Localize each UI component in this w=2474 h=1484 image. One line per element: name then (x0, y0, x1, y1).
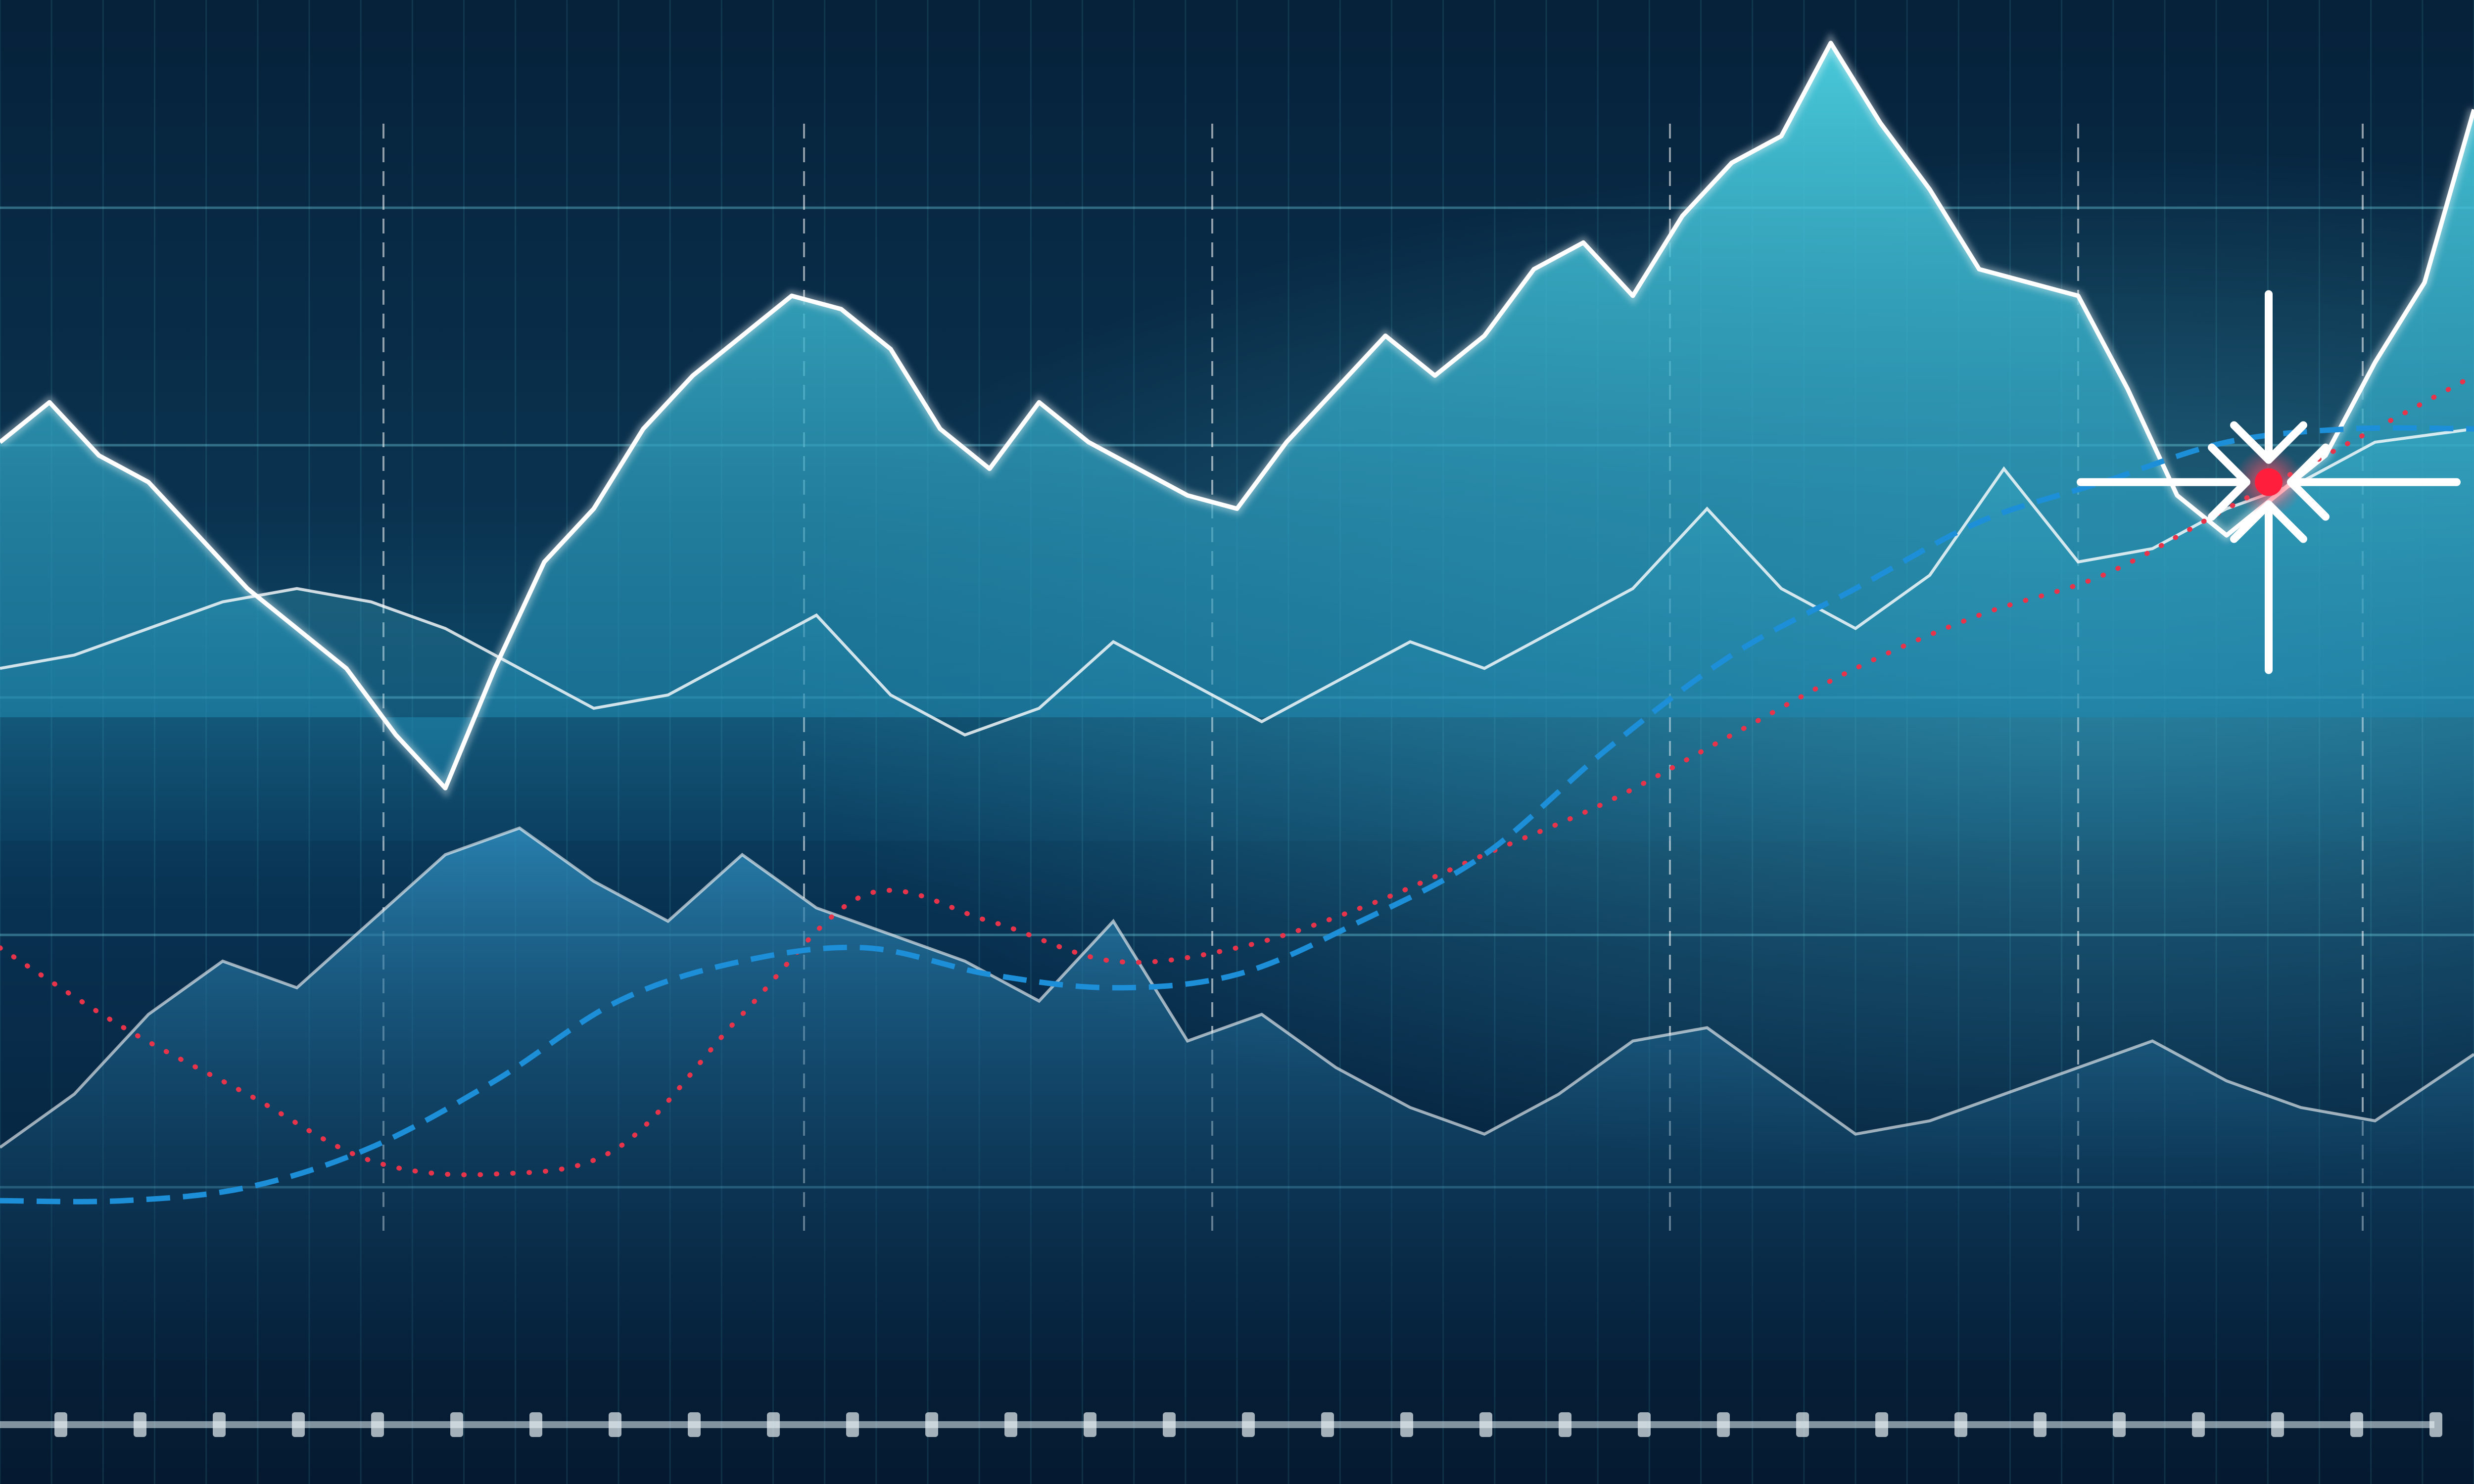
timeline-tick (292, 1412, 305, 1437)
line-series-low (0, 826, 2474, 1149)
timeline-tick (1875, 1412, 1888, 1437)
timeline-tick (1717, 1412, 1730, 1437)
timeline-tick (1400, 1412, 1413, 1437)
line-series (0, 32, 2474, 1149)
timeline-tick (2350, 1412, 2363, 1437)
timeline-tick (1559, 1412, 1571, 1437)
arrow-left-head-icon (2287, 443, 2330, 521)
timeline-tick (2429, 1412, 2442, 1437)
area-series-low (0, 828, 2474, 1360)
timeline-tick (134, 1412, 146, 1437)
timeline-tick (609, 1412, 621, 1437)
timeline-tick (1954, 1412, 1967, 1437)
timeline-tick (925, 1412, 938, 1437)
timeline-tick (213, 1412, 226, 1437)
timeline-tick (1638, 1412, 1651, 1437)
dashed-trend-curve (0, 425, 2474, 1205)
arrow-down-head-icon (2230, 421, 2307, 464)
timeline-tick (2034, 1412, 2046, 1437)
timeline-tick (846, 1412, 859, 1437)
timeline-tick (54, 1412, 67, 1437)
timeline-bar (0, 1412, 2442, 1437)
timeline-tick (450, 1412, 463, 1437)
arrow-right-head-icon (2208, 443, 2250, 521)
timeline-tick (1004, 1412, 1017, 1437)
timeline-tick (2271, 1412, 2284, 1437)
trend-curves (0, 373, 2474, 1205)
timeline-tick (767, 1412, 780, 1437)
timeline-tick (1321, 1412, 1334, 1437)
timeline-tick (688, 1412, 701, 1437)
timeline-tick (2113, 1412, 2126, 1437)
timeline-tick (1084, 1412, 1096, 1437)
area-series (0, 43, 2474, 1360)
timeline-tick (2192, 1412, 2205, 1437)
arrow-up-head-icon (2230, 500, 2307, 543)
line-series-main (0, 41, 2474, 790)
timeline-tick (1796, 1412, 1809, 1437)
target-dot (2255, 468, 2283, 496)
line-series-mid (0, 427, 2474, 737)
timeline-tick (1479, 1412, 1492, 1437)
area-series-mid (0, 429, 2474, 841)
timeline-tick (371, 1412, 384, 1437)
timeline-tick (1242, 1412, 1255, 1437)
target-crosshair-icon (2077, 290, 2461, 674)
area-series-main (0, 43, 2474, 788)
timeline-tick (1163, 1412, 1176, 1437)
dotted-trend-curve (0, 373, 2474, 1177)
timeline-tick (529, 1412, 542, 1437)
